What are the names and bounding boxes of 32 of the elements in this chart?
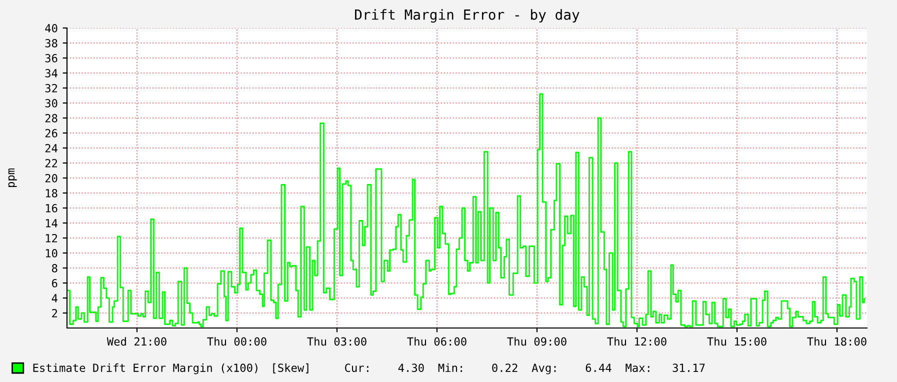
y-tick-label: 18	[46, 189, 58, 198]
y-tick-label: 8	[52, 264, 58, 272]
y-tick-label: 16	[46, 204, 58, 212]
x-tick-label: Thu 18:00	[807, 337, 866, 346]
x-tick-label: Thu 03:00	[307, 337, 366, 346]
y-tick-label: 22	[45, 159, 58, 168]
x-tick-label: Thu 12:00	[607, 337, 666, 346]
y-tick-label: 34	[45, 69, 58, 78]
y-tick-label: 24	[45, 144, 58, 152]
y-tick-label: 6	[52, 279, 58, 288]
x-tick-label: Thu 06:00	[407, 337, 466, 346]
y-tick-label: 26	[45, 129, 58, 138]
chart-title: Drift Margin Error - by day	[355, 9, 580, 23]
y-tick-label: 40	[45, 24, 58, 32]
y-tick-label: 30	[45, 99, 58, 108]
legend-label: Estimate Drift Error Margin (x100)	[33, 363, 258, 374]
y-tick-label: 4	[52, 294, 58, 302]
x-tick-label: Wed 21:00	[106, 337, 166, 346]
x-tick-label: Thu 15:00	[707, 337, 766, 346]
y-tick-label: 38	[45, 39, 58, 48]
x-tick-label: Thu 09:00	[507, 337, 566, 346]
y-tick-label: 28	[45, 114, 58, 122]
y-tick-label: 2	[52, 309, 58, 318]
x-tick-label: Thu 00:00	[207, 337, 266, 346]
y-tick-label: 14	[46, 219, 58, 228]
y-tick-label: 20	[45, 174, 58, 182]
y-tick-label: 10	[46, 249, 58, 258]
y-tick-label: 36	[45, 54, 58, 62]
y-tick-label: 32	[45, 84, 58, 92]
y-tick-label: 12	[46, 234, 58, 242]
y-axis-title: ppm	[8, 168, 17, 188]
text: [Skew] Cur: 4.30 Min: 0.22 Avg: 6.44 Max: 31.17	[273, 363, 705, 374]
